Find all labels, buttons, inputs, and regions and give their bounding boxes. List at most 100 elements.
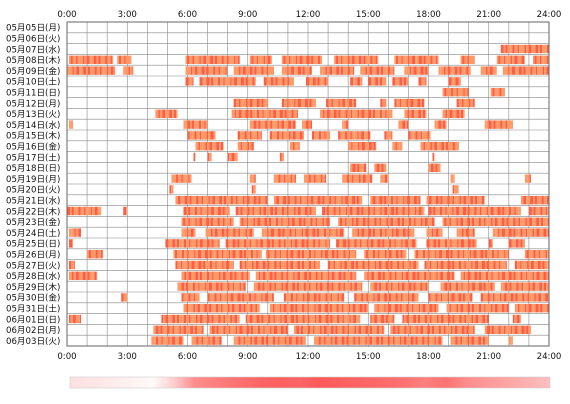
x-tick-label-bottom: 21:00 <box>476 352 501 362</box>
activity-span <box>424 261 506 269</box>
x-tick-label-top: 6:00 <box>178 10 197 20</box>
activity-span <box>457 99 475 107</box>
activity-span <box>175 196 267 204</box>
activity-span <box>320 66 354 74</box>
activity-span <box>234 336 306 344</box>
activity-span <box>525 250 549 258</box>
activity-span <box>501 282 549 290</box>
row-date-label: 05月23日(金) <box>6 216 60 228</box>
activity-span <box>491 88 505 96</box>
activity-span <box>161 315 239 323</box>
activity-span <box>394 56 438 64</box>
row-date-label: 05月30日(金) <box>6 292 60 304</box>
activity-span <box>69 56 113 64</box>
row-date-label: 05月15日(木) <box>6 130 60 142</box>
activity-span <box>238 131 262 139</box>
activity-span <box>254 282 362 290</box>
activity-span <box>493 228 549 236</box>
x-tick-label-bottom: 18:00 <box>416 352 441 362</box>
row-date-label: 05月12日(月) <box>6 98 60 109</box>
activity-span <box>370 282 428 290</box>
activity-span <box>322 207 424 215</box>
activity-span <box>328 261 418 269</box>
activity-span <box>350 164 366 172</box>
activity-span <box>250 174 256 182</box>
activity-span <box>69 261 75 269</box>
activity-span <box>228 153 238 161</box>
activity-span <box>234 99 268 107</box>
row-date-label: 05月17日(土) <box>6 151 60 163</box>
x-tick-label-top: 9:00 <box>238 10 257 20</box>
activity-span <box>181 293 199 301</box>
activity-span <box>338 131 370 139</box>
activity-span <box>117 56 131 64</box>
activity-span <box>153 326 203 334</box>
row-date-label: 05月28日(水) <box>6 270 60 282</box>
activity-span <box>370 315 394 323</box>
activity-span <box>515 304 549 312</box>
activity-span <box>414 250 508 258</box>
row-date-label: 05月31日(土) <box>6 303 60 315</box>
row-date-label: 05月16日(金) <box>6 141 60 153</box>
activity-span <box>435 120 447 128</box>
activity-span <box>429 164 441 172</box>
activity-span <box>392 77 408 85</box>
activity-span <box>69 272 97 280</box>
activity-span <box>210 326 288 334</box>
activity-span <box>418 77 426 85</box>
activity-span <box>509 336 513 344</box>
activity-span <box>374 164 386 172</box>
activity-span <box>294 326 384 334</box>
activity-span <box>256 272 356 280</box>
activity-span <box>312 131 330 139</box>
x-tick-label-bottom: 0:00 <box>57 352 76 362</box>
activity-span <box>481 293 549 301</box>
activity-span <box>236 207 316 215</box>
activity-span <box>67 207 101 215</box>
activity-span <box>206 228 254 236</box>
activity-span <box>314 336 443 344</box>
activity-span <box>368 77 386 85</box>
row-date-label: 05月27日(火) <box>6 260 60 271</box>
x-tick-label-top: 21:00 <box>476 10 501 20</box>
activity-span <box>270 131 304 139</box>
activity-span <box>240 218 330 226</box>
activity-span <box>208 293 274 301</box>
activity-span <box>240 261 320 269</box>
activity-span <box>181 218 233 226</box>
activity-span <box>503 66 549 74</box>
activity-span <box>183 120 207 128</box>
activity-span <box>185 66 227 74</box>
activity-span <box>69 228 81 236</box>
activity-span <box>449 77 461 85</box>
activity-span <box>181 228 195 236</box>
row-date-label: 05月21日(水) <box>6 195 60 207</box>
activity-span <box>173 250 261 258</box>
activity-span <box>87 250 103 258</box>
activity-span <box>246 315 360 323</box>
x-tick-label-top: 0:00 <box>57 10 76 20</box>
activity-span <box>183 304 259 312</box>
row-date-label: 05月07日(水) <box>6 43 60 55</box>
activity-span <box>342 174 372 182</box>
activity-span <box>429 207 521 215</box>
activity-span <box>183 207 229 215</box>
activity-span <box>262 228 344 236</box>
activity-span <box>181 272 249 280</box>
activity-span <box>123 207 127 215</box>
activity-span <box>155 110 177 118</box>
activity-span <box>453 185 459 193</box>
activity-span <box>336 239 416 247</box>
activity-span <box>69 315 81 323</box>
activity-span <box>364 272 454 280</box>
activity-span <box>282 99 316 107</box>
activity-span <box>404 66 428 74</box>
x-tick-label-bottom: 6:00 <box>178 352 197 362</box>
activity-span <box>123 66 133 74</box>
activity-span <box>326 99 356 107</box>
activity-span <box>394 99 424 107</box>
activity-span <box>533 56 549 64</box>
row-date-label: 06月01日(日) <box>6 314 60 325</box>
